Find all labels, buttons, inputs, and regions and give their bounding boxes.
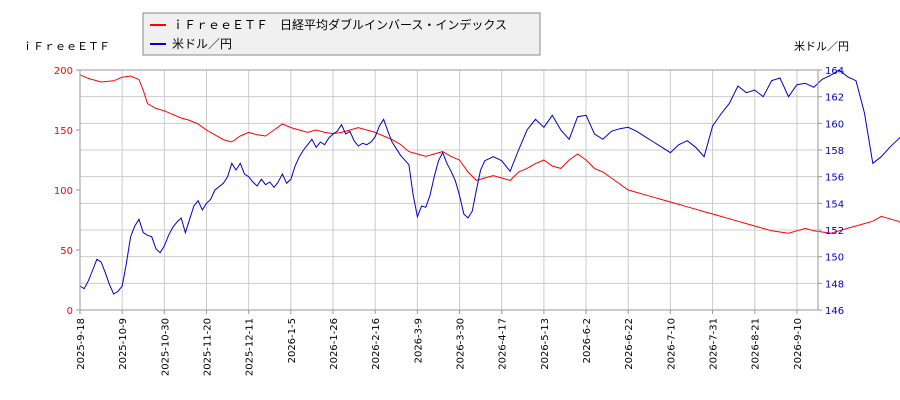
plot-border (79, 69, 819, 311)
series-line-usdjpy (79, 69, 900, 295)
x-tick-label: 2026-7-10 (666, 318, 677, 370)
x-tick-label: 2026-6-2 (582, 318, 593, 363)
right-tick-label: 160 (825, 119, 844, 130)
right-tick-label: 154 (825, 199, 844, 210)
right-tick-label: 162 (825, 93, 844, 104)
x-tick-label: 2025-11-20 (203, 318, 214, 376)
right-tick-label: 158 (825, 146, 844, 157)
x-tick-label: 2026-3-9 (413, 318, 424, 363)
x-tick-label: 2025-12-11 (245, 318, 256, 376)
legend: ｉＦｒｅｅＥＴＦ 日経平均ダブルインバース・インデックス 米ドル／円 (142, 12, 541, 56)
right-tick-label: 164 (825, 66, 844, 77)
x-tick-label: 2026-3-30 (456, 318, 467, 370)
x-tick-label: 2026-8-21 (751, 318, 762, 370)
right-tick-label: 146 (825, 306, 844, 317)
left-tick-label: 0 (67, 306, 73, 317)
right-axis-ticks: 146 148 150 152 154 156 158 160 162 164 (818, 66, 844, 317)
series-line-etf (79, 74, 900, 234)
right-tick-label: 150 (825, 253, 844, 264)
x-tick-label: 2026-7-31 (709, 318, 720, 370)
x-tick-label: 2025-10-9 (118, 318, 129, 370)
x-tick-label: 2026-1-26 (329, 318, 340, 370)
x-tick-label: 2026-4-17 (498, 318, 509, 370)
x-tick-label: 2025-9-18 (76, 318, 87, 370)
legend-label-usdjpy: 米ドル／円 (172, 37, 232, 51)
legend-box (142, 12, 541, 56)
x-tick-label: 2025-10-30 (160, 318, 171, 376)
x-tick-label: 2026-6-22 (624, 318, 635, 370)
x-tick-label: 2026-5-13 (540, 318, 551, 370)
left-tick-label: 50 (60, 246, 73, 257)
left-axis-label: ｉＦｒｅｅＥＴＦ (22, 40, 110, 53)
x-axis-ticks: 2025-9-18 2025-10-9 2025-10-30 2025-11-20 20… (76, 310, 804, 376)
x-tick-label: 2026-2-16 (371, 318, 382, 370)
grid (79, 69, 818, 311)
left-axis-ticks: 0 50 100 150 200 (54, 66, 80, 317)
right-tick-label: 152 (825, 226, 844, 237)
x-tick-label: 2026-1-5 (287, 318, 298, 363)
series-lines (79, 69, 900, 295)
left-tick-label: 150 (54, 126, 73, 137)
left-tick-label: 200 (54, 66, 73, 77)
right-axis-label: 米ドル／円 (794, 40, 849, 53)
legend-label-etf: ｉＦｒｅｅＥＴＦ 日経平均ダブルインバース・インデックス (172, 17, 507, 32)
x-tick-label: 2026-9-10 (793, 318, 804, 370)
left-tick-label: 100 (54, 186, 73, 197)
right-tick-label: 156 (825, 173, 844, 184)
right-tick-label: 148 (825, 279, 844, 290)
